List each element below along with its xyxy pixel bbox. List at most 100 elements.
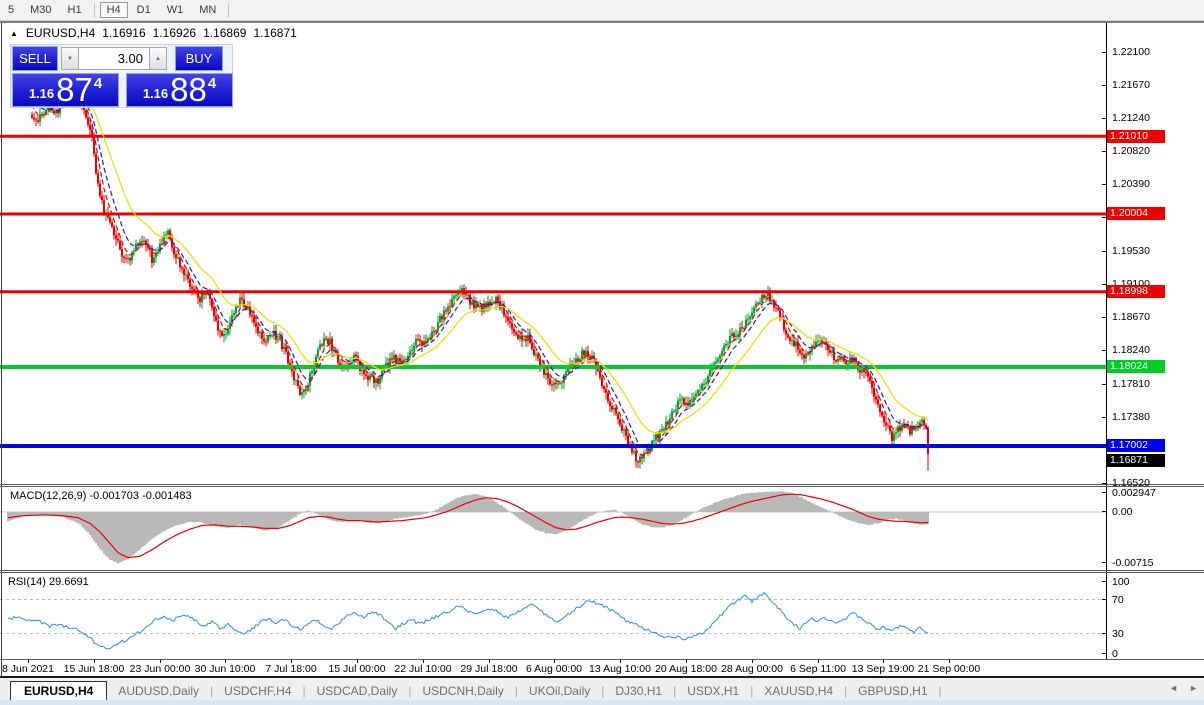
hline-price-label: 1.20004 <box>1107 207 1165 220</box>
window-border-left <box>1 23 2 676</box>
buy-price-display[interactable]: 1.16 88 4 <box>126 73 233 107</box>
tabs-scroll-right-icon[interactable]: ► <box>1189 683 1198 693</box>
price-axis-label: 1.22100 <box>1112 46 1150 58</box>
chart-tab-dj30-h1[interactable]: DJ30,H1 <box>615 683 663 698</box>
rsi-axis-tick <box>1102 633 1106 634</box>
macd-axis-label: 0.00 <box>1112 506 1133 518</box>
ohlc-open: 1.16916 <box>102 26 146 40</box>
chart-tab-gbpusd-h1[interactable]: GBPUSD,H1 <box>858 683 928 698</box>
buy-price-big: 88 <box>170 71 207 108</box>
chart-title: ▲ EURUSD,H4 1.16916 1.16926 1.16869 1.16871 <box>10 26 297 40</box>
timeframe-m30[interactable]: M30 <box>30 4 52 16</box>
tab-separator: | <box>601 683 605 698</box>
time-axis-tick <box>752 659 753 663</box>
price-axis-tick <box>1102 52 1106 53</box>
window-border-top <box>0 21 1204 23</box>
ohlc-low: 1.16869 <box>203 26 247 40</box>
time-axis-tick <box>883 659 884 663</box>
macd-axis-label: 0.002947 <box>1112 487 1156 499</box>
one-click-trading-panel: SELL ▼ ▲ BUY 1.16 87 4 1.16 88 4 <box>10 44 233 108</box>
time-axis-tick <box>160 659 161 663</box>
collapse-trade-panel-icon[interactable]: ▲ <box>10 29 18 38</box>
volume-decrease-button[interactable]: ▼ <box>61 47 79 70</box>
fast-ma <box>31 93 929 457</box>
time-axis-label: 20 Aug 18:00 <box>655 663 717 675</box>
hline-price-label: 1.21010 <box>1107 130 1165 143</box>
price-axis-tick <box>1102 151 1106 152</box>
macd-axis-tick <box>1102 562 1106 563</box>
macd-axis-tick <box>1102 492 1106 493</box>
rsi-axis-tick <box>1102 653 1106 654</box>
time-axis-label: 15 Jul 00:00 <box>328 663 386 675</box>
macd-axis-tick <box>1102 511 1106 512</box>
chart-tab-usdchf-h4[interactable]: USDCHF,H4 <box>224 683 292 698</box>
price-axis-label: 1.18670 <box>1112 311 1150 323</box>
price-axis-tick <box>1102 483 1106 484</box>
main-chart-canvas[interactable] <box>0 23 1106 484</box>
hline-price-label: 1.18998 <box>1107 285 1165 298</box>
timeframe-h4[interactable]: H4 <box>99 2 128 18</box>
timeframe-mn[interactable]: MN <box>199 4 217 16</box>
time-axis-label: 21 Sep 00:00 <box>917 663 981 675</box>
timeframe-5[interactable]: 5 <box>8 4 15 16</box>
price-axis-label: 1.17380 <box>1112 411 1150 423</box>
time-axis-label: 28 Aug 00:00 <box>721 663 783 675</box>
price-axis-label: 1.21240 <box>1112 112 1150 124</box>
sell-price-display[interactable]: 1.16 87 4 <box>12 73 119 107</box>
chart-tab-eurusd-h4[interactable]: EURUSD,H4 <box>10 681 108 700</box>
price-axis-tick <box>1102 217 1106 218</box>
tabs-scroll-left-icon[interactable]: ◄ <box>1169 683 1178 693</box>
buy-button[interactable]: BUY <box>175 46 223 71</box>
buy-price-prefix: 1.16 <box>142 86 169 101</box>
volume-input[interactable] <box>79 47 149 70</box>
time-axis-label: 29 Jul 18:00 <box>460 663 518 675</box>
time-axis-label: 6 Aug 00:00 <box>525 663 583 675</box>
chart-tab-usdcad-daily[interactable]: USDCAD,Daily <box>316 683 398 698</box>
sell-price-pip: 4 <box>93 75 103 92</box>
rsi-axis-label: 100 <box>1112 576 1130 588</box>
panel-separator[interactable] <box>0 486 1204 487</box>
rsi-indicator-canvas[interactable] <box>0 574 1106 659</box>
panel-separator[interactable] <box>0 572 1204 573</box>
chart-tab-bar: EURUSD,H4 AUDUSD,Daily | USDCHF,H4 | USDCAD,D… <box>0 678 1204 700</box>
chart-tab-ukoil-daily[interactable]: UKOil,Daily <box>528 683 591 698</box>
sell-button[interactable]: SELL <box>12 46 58 71</box>
macd-axis-label: -0.00715 <box>1112 557 1154 569</box>
timeframe-d1[interactable]: D1 <box>136 4 151 16</box>
tab-separator: | <box>673 683 677 698</box>
tab-separator: | <box>750 683 754 698</box>
macd-indicator-canvas[interactable] <box>0 487 1106 570</box>
time-axis-tick <box>686 659 687 663</box>
panel-separator[interactable] <box>0 484 1204 485</box>
toolbar-separator <box>228 2 230 18</box>
rsi-axis-tick <box>1102 599 1106 600</box>
chart-tab-usdcnh-daily[interactable]: USDCNH,Daily <box>422 683 504 698</box>
timeframe-w1[interactable]: W1 <box>166 4 184 16</box>
time-axis-tick <box>423 659 424 663</box>
ohlc-high: 1.16926 <box>152 26 197 40</box>
time-axis-tick <box>94 659 95 663</box>
price-axis-tick <box>1102 284 1106 285</box>
time-axis-tick <box>225 659 226 663</box>
tab-separator: | <box>302 683 306 698</box>
tab-separator: | <box>844 683 848 698</box>
timeframe-h1[interactable]: H1 <box>67 4 82 16</box>
chevron-up-icon: ▲ <box>155 55 161 62</box>
time-axis-label: 22 Jul 10:00 <box>394 663 452 675</box>
panel-separator[interactable] <box>0 570 1204 571</box>
tab-separator: | <box>210 683 214 698</box>
price-axis-tick <box>1102 118 1106 119</box>
timeframe-toolbar: 5 M30 H1 H4 D1 W1 MN <box>0 0 1204 21</box>
buy-price-pip: 4 <box>207 75 217 92</box>
hline-price-label: 1.18024 <box>1107 360 1165 373</box>
tab-separator: | <box>514 683 518 698</box>
volume-increase-button[interactable]: ▲ <box>149 47 167 70</box>
chart-tab-usdx-h1[interactable]: USDX,H1 <box>687 683 740 698</box>
time-axis-label: 30 Jun 10:00 <box>194 663 256 675</box>
time-axis-tick <box>949 659 950 663</box>
tab-separator: | <box>408 683 412 698</box>
chart-tab-audusd-daily[interactable]: AUDUSD,Daily <box>118 683 200 698</box>
time-axis-tick <box>489 659 490 663</box>
time-axis-tick <box>291 659 292 663</box>
chart-tab-xauusd-h4[interactable]: XAUUSD,H4 <box>764 683 834 698</box>
